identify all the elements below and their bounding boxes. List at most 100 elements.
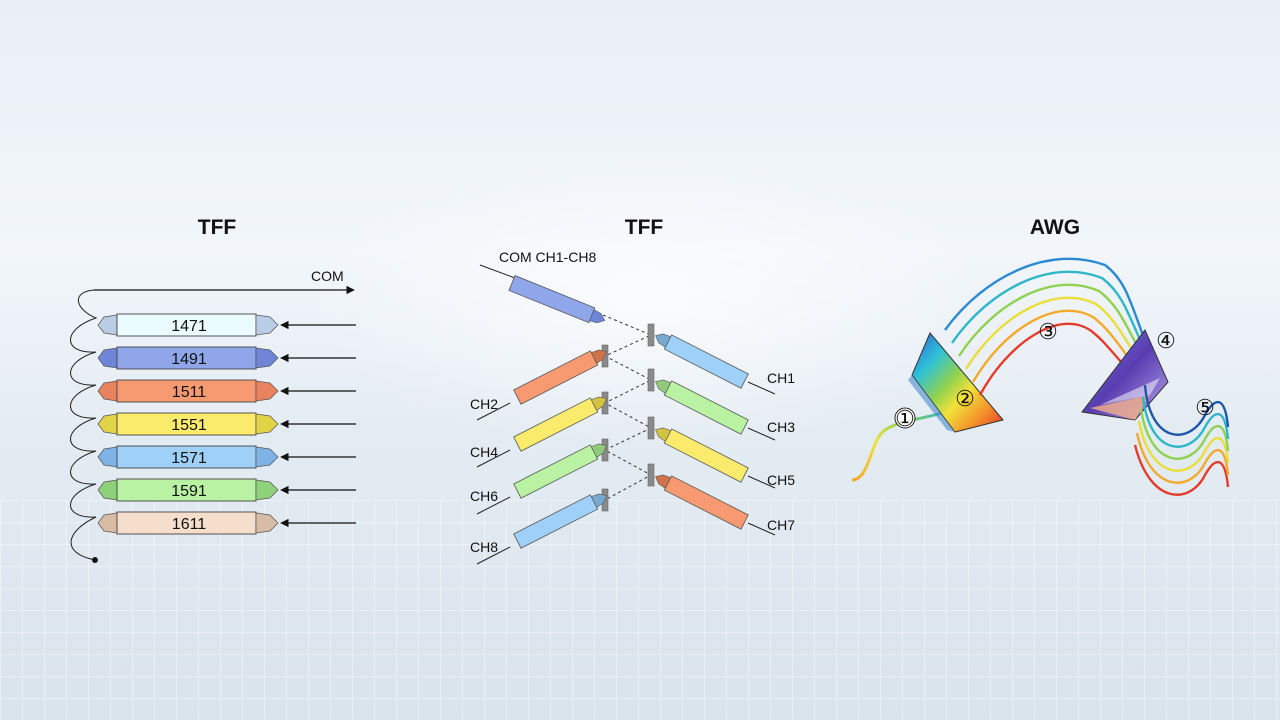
collimator-tip [590,443,607,458]
marker-5: ⑤ [1195,395,1215,420]
channel-fiber [476,449,511,468]
channel-collimator [655,379,749,435]
channel-fiber [747,522,776,536]
channel-collimator [513,396,607,452]
waveguide [951,270,1146,350]
output-fiber [1139,408,1230,460]
channel-label: CH6 [470,488,498,504]
wavelength-label: 1571 [171,450,207,467]
collimator-tip [655,333,672,348]
channel-label: CH3 [767,419,795,435]
collimator-tip [655,427,672,442]
collimator-right-cap [255,314,279,336]
channel-label: CH5 [767,472,795,488]
waveguide [964,296,1143,370]
fiber-end-dot [92,557,98,563]
collimator-body [513,444,599,499]
optical-path [602,314,653,501]
thin-film-filter [647,368,655,392]
channel-label: CH4 [470,444,498,460]
thin-film-filter [647,323,655,347]
marker-3: ③ [1038,319,1058,344]
waveguide [944,257,1147,342]
channel-collimator [655,427,749,483]
tff-module: 1571 [97,445,356,469]
collimator-tip [655,379,672,394]
collimator-left-cap [97,314,118,336]
channel-label: CH1 [767,370,795,386]
com-collimator-tip [589,309,606,324]
collimator-body [513,350,599,405]
awg-diagram: ① ② ③ ④ ⑤ [851,257,1230,496]
com-label: COM [311,268,344,284]
collimator-left-cap [97,413,118,435]
collimator-body [663,380,749,435]
collimator-right-cap [255,413,279,435]
collimator-left-cap [97,479,118,501]
tff-module: 1511 [97,379,356,403]
channel-collimator [513,443,607,499]
channel-fiber [476,402,511,421]
channel-collimator [655,474,749,530]
marker-1: ① [895,406,915,431]
wavelength-label: 1471 [171,318,207,335]
output-fibers [1133,384,1230,496]
wavelength-label: 1591 [171,483,207,500]
com-fiber [479,264,516,279]
tff-module: 1551 [97,412,356,436]
output-fiber [1137,420,1230,472]
channel-fiber [476,496,511,515]
channel-label: CH8 [470,539,498,555]
awg-title: AWG [1029,216,1081,239]
tff-module: 1591 [97,478,356,502]
output-fiber [1135,432,1230,484]
wavelength-label: 1511 [172,384,207,401]
collimator-body [663,428,749,483]
waveguide [971,309,1142,383]
channel-label: CH7 [767,517,795,533]
waveguide [957,283,1145,358]
channel-collimator [655,333,749,389]
com-ch1-ch8-label: COM CH1-CH8 [499,249,596,265]
wavelength-label: 1611 [172,516,207,533]
tff-cascade-diagram: COM 1471 1491 1511 1551 1571 1591 1611 [70,268,356,563]
channel-collimator [513,493,607,549]
com-collimator-body [508,275,596,324]
marker-2: ② [955,386,975,411]
collimator-body [663,334,749,389]
thin-film-filter [647,463,655,487]
channel-fiber [747,427,776,441]
collimator-right-cap [255,512,279,534]
collimator-body [513,397,599,452]
tff-module: 1611 [97,511,356,535]
channel-label: CH2 [470,396,498,412]
output-fiber [1133,444,1230,496]
fiber-loop [70,289,98,561]
collimator-right-cap [255,446,279,468]
tff-middle-title: TFF [624,216,664,239]
collimator-body [663,475,749,530]
collimator-left-cap [97,347,118,369]
wavelength-label: 1551 [171,417,207,434]
background-glow [300,150,1000,450]
output-slab [1081,329,1169,421]
wavelength-label: 1491 [171,351,207,368]
collimator-tip [590,349,607,364]
collimator-left-cap [97,512,118,534]
tff-module: 1471 [97,313,356,337]
marker-4: ④ [1156,328,1176,353]
channel-fiber [747,381,776,395]
collimator-tip [655,474,672,489]
output-fiber [1141,396,1230,448]
output-fiber [1143,384,1230,436]
com-collimator [508,275,606,324]
channel-collimator [513,349,607,405]
background-grid [0,500,1280,720]
collimator-right-cap [255,347,279,369]
collimator-right-cap [255,479,279,501]
collimator-left-cap [97,380,118,402]
collimator-tip [590,493,607,508]
collimator-tip [590,396,607,411]
marker-1-circle [894,407,916,429]
